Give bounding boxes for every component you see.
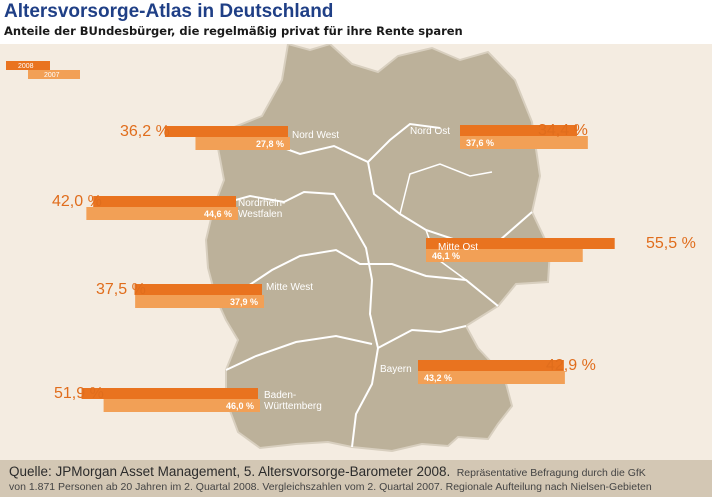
header: Altersvorsorge-Atlas in Deutschland Ante…: [0, 0, 712, 44]
bar-2007: [460, 136, 588, 149]
labels: 27,8 % 36,2 % Nord West 37,6 % 34,4 % Nord Os…: [52, 122, 696, 412]
bar-2008: [426, 238, 615, 249]
data-label-2008: 42,9 %: [546, 357, 596, 374]
bar-2008: [460, 125, 577, 136]
region-border-nrw: [213, 190, 351, 221]
data-label-2008: 51,9 %: [54, 385, 104, 402]
footer: Quelle: JPMorgan Asset Management, 5. Al…: [0, 460, 712, 497]
bar-2007: [426, 249, 583, 262]
chart-title: Altersvorsorge-Atlas in Deutschland: [4, 1, 334, 22]
footer-line1: Quelle: JPMorgan Asset Management, 5. Al…: [9, 463, 646, 481]
bar-2007: [86, 207, 238, 220]
data-label-2007: 43,2 %: [424, 373, 452, 383]
bar-2008: [134, 284, 262, 295]
data-label-2007: 46,0 %: [226, 401, 254, 411]
legend-label-2008: 2008: [18, 63, 34, 70]
data-label-2007: 46,1 %: [432, 251, 460, 261]
region-label: Nord West: [292, 130, 339, 141]
chart-panel: 2008 2007 27,8 % 36,2 % Nord West 37,6 % 34,4…: [0, 44, 712, 460]
chart-svg: 2008 2007 27,8 % 36,2 % Nord West 37,6 % 34,4…: [6, 44, 696, 453]
data-label-2007: 27,8 %: [256, 139, 284, 149]
bar-2007: [103, 399, 260, 412]
method-note-2: von 1.871 Personen ab 20 Jahren im 2. Qu…: [9, 481, 652, 493]
data-label-2008: 34,4 %: [538, 122, 588, 139]
region-border-nordost-inner: [399, 163, 493, 215]
data-label-2008: 55,5 %: [646, 235, 696, 252]
bar-2007: [135, 295, 264, 308]
region-label: Nordrhein-Westfalen: [238, 198, 285, 220]
legend-swatch-2008: [6, 61, 50, 70]
bar-2007: [195, 137, 290, 150]
region-border-bayern: [377, 325, 467, 349]
method-note-1: Repräsentative Befragung durch die GfK: [456, 467, 646, 479]
data-label-2008: 36,2 %: [120, 123, 170, 140]
data-label-2007: 37,6 %: [466, 138, 494, 148]
bar-2008: [418, 360, 564, 371]
region-label: Mitte Ost: [438, 242, 478, 253]
bars: [81, 125, 615, 412]
region-label: Bayern: [380, 364, 412, 375]
source-note: Quelle: JPMorgan Asset Management, 5. Al…: [9, 464, 451, 479]
legend: 2008 2007: [6, 61, 80, 79]
region-border-west-east: [349, 219, 380, 448]
data-label-2008: 42,0 %: [52, 193, 102, 210]
legend-label-2007: 2007: [44, 72, 60, 79]
bar-2008: [93, 196, 236, 207]
data-label-2007: 44,6 %: [204, 209, 232, 219]
data-label-2007: 37,9 %: [230, 297, 258, 307]
bar-2007: [418, 371, 565, 384]
data-label-2008: 37,5 %: [96, 281, 146, 298]
bar-2008: [81, 388, 258, 399]
region-border-middle: [215, 248, 499, 307]
region-border-south: [225, 334, 373, 371]
region-label: Baden-Württemberg: [264, 390, 322, 412]
bar-2008: [164, 126, 288, 137]
region-label: Mitte West: [266, 282, 313, 293]
region-label: Nord Ost: [410, 126, 450, 137]
chart-subtitle: Anteile der BUndesbürger, die regelmäßig…: [4, 24, 463, 38]
legend-swatch-2007: [28, 70, 80, 79]
